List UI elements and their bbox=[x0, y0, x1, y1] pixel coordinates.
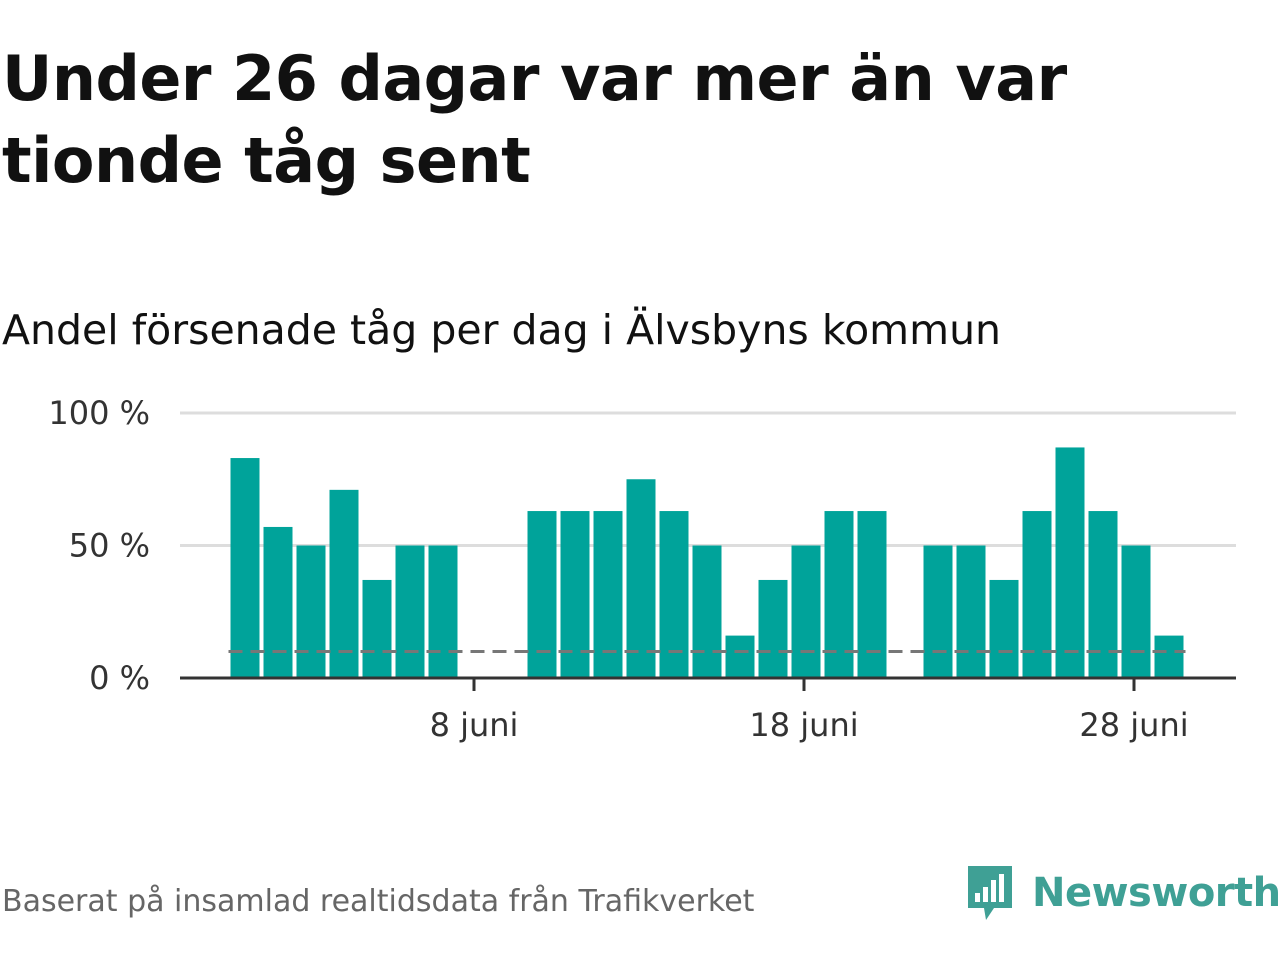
bars bbox=[230, 447, 1184, 678]
x-tick-label: 8 juni bbox=[430, 706, 519, 744]
bar bbox=[791, 545, 821, 678]
bar bbox=[1055, 447, 1085, 678]
y-tick-label: 100 % bbox=[48, 394, 150, 432]
bar bbox=[725, 635, 755, 678]
bar bbox=[362, 579, 392, 678]
bar bbox=[329, 489, 359, 678]
bar bbox=[923, 545, 953, 678]
bar bbox=[989, 579, 1019, 678]
bar bbox=[1154, 635, 1184, 678]
bar bbox=[296, 545, 326, 678]
y-tick-label: 50 % bbox=[69, 527, 150, 565]
bar bbox=[758, 579, 788, 678]
bar bbox=[626, 479, 656, 678]
bar bbox=[395, 545, 425, 678]
x-tick-label: 28 juni bbox=[1079, 706, 1188, 744]
bar bbox=[263, 526, 293, 678]
bar bbox=[692, 545, 722, 678]
bar bbox=[428, 545, 458, 678]
bar bbox=[1121, 545, 1151, 678]
source-note: Baserat på insamlad realtidsdata från Tr… bbox=[2, 884, 755, 919]
y-tick-label: 0 % bbox=[89, 659, 150, 697]
axes bbox=[180, 676, 1236, 691]
chart-subtitle: Andel försenade tåg per dag i Älvsbyns k… bbox=[2, 306, 1002, 354]
tick-labels: 0 % 50 % 100 % 8 juni 18 juni 28 juni bbox=[48, 394, 1188, 744]
bar bbox=[956, 545, 986, 678]
newsworthy-logo-icon bbox=[968, 866, 1012, 920]
brand-logo: Newsworthy bbox=[964, 862, 1280, 924]
bar-chart: 0 % 50 % 100 % 8 juni 18 juni 28 juni bbox=[48, 394, 1236, 744]
bar bbox=[230, 458, 260, 678]
chart-title: Under 26 dagar var mer än var tionde tåg… bbox=[2, 42, 1067, 197]
x-tick-label: 18 juni bbox=[749, 706, 858, 744]
brand-name: Newsworthy bbox=[1032, 870, 1280, 916]
